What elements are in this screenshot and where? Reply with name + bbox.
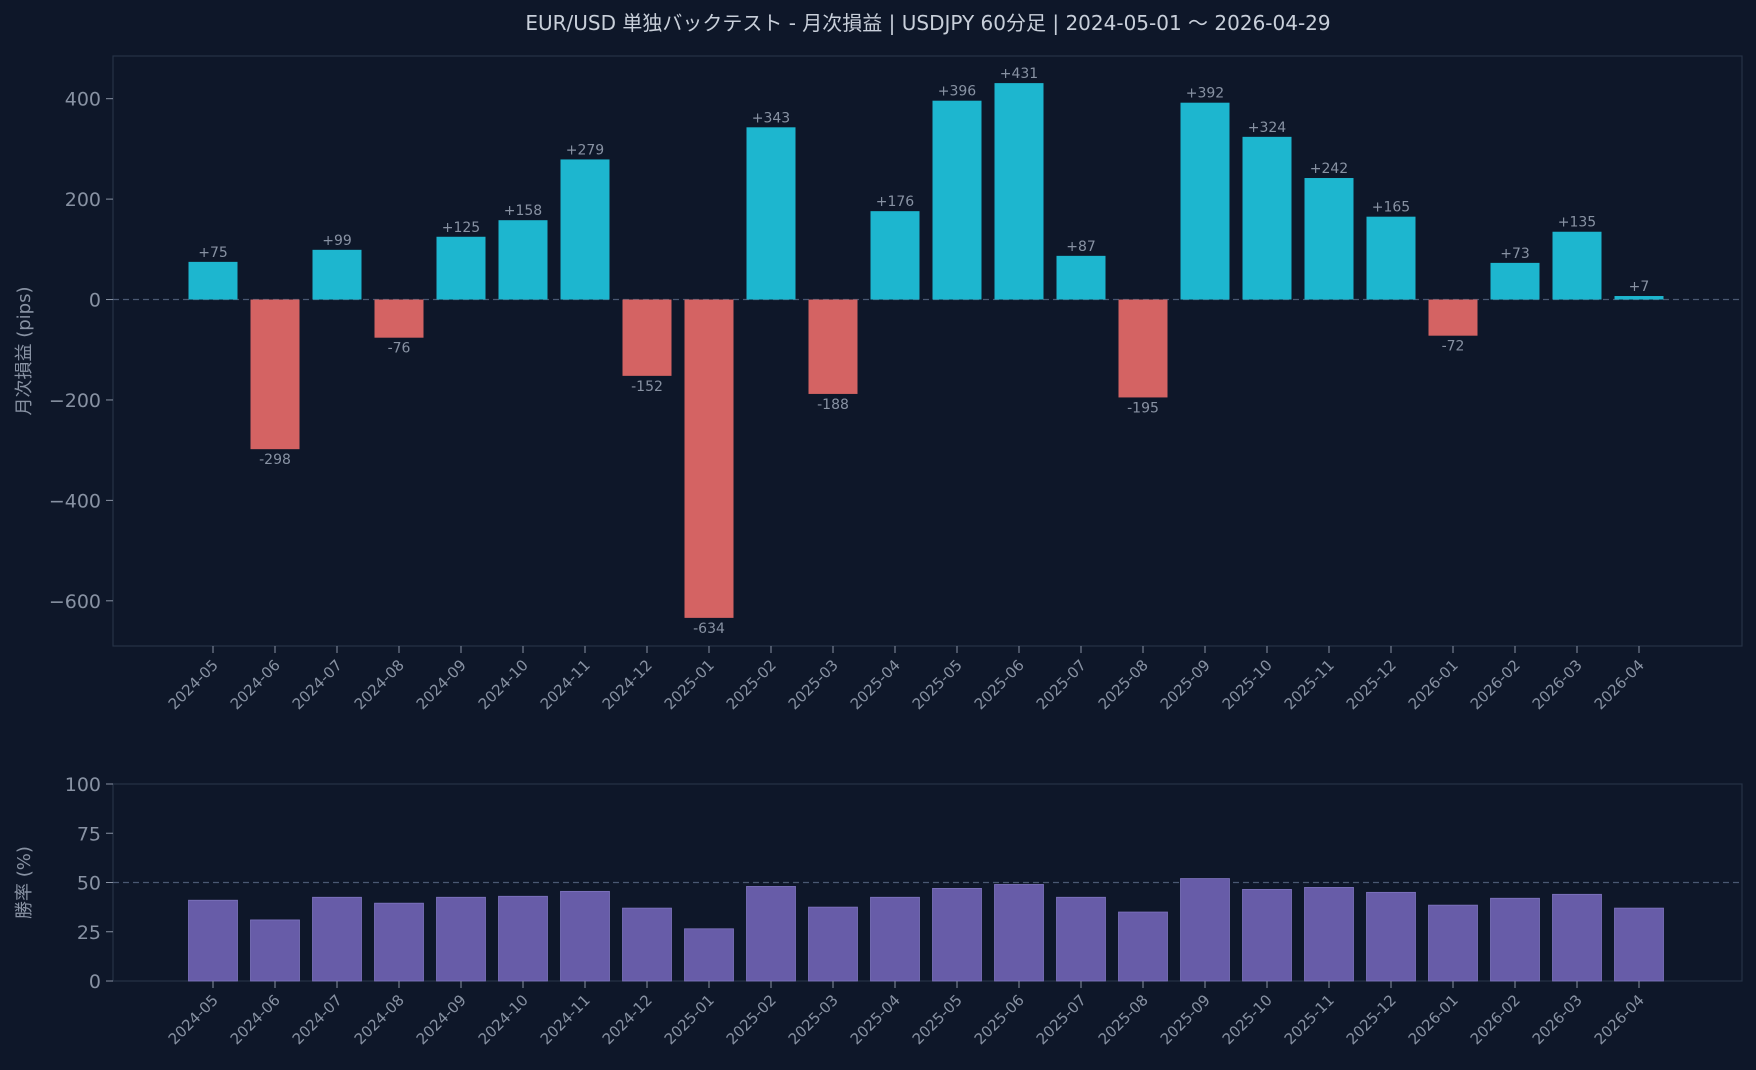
pnl-bar — [1180, 102, 1230, 300]
winrate-bar — [1180, 878, 1230, 982]
winrate-bar — [1366, 891, 1416, 982]
pnl-bar — [746, 127, 796, 300]
pnl-bar — [312, 249, 362, 300]
pnl-data-label: +279 — [566, 142, 604, 158]
pnl-bar — [1304, 178, 1354, 300]
pnl-data-label: -188 — [817, 397, 849, 413]
winrate-y-tick-label: 25 — [77, 922, 101, 944]
pnl-data-label: +7 — [1629, 279, 1650, 295]
pnl-data-label: +176 — [876, 194, 915, 210]
pnl-data-label: +242 — [1310, 161, 1348, 177]
pnl-bar — [1366, 216, 1416, 300]
winrate-bar — [374, 902, 424, 982]
winrate-y-tick-label: 50 — [77, 873, 101, 895]
pnl-data-label: +392 — [1186, 86, 1224, 102]
pnl-data-label: -152 — [631, 379, 663, 395]
pnl-bar — [622, 299, 672, 376]
winrate-bar — [498, 895, 548, 982]
pnl-bar — [436, 236, 486, 300]
winrate-bar — [994, 884, 1044, 982]
pnl-data-label: -634 — [693, 621, 725, 637]
pnl-y-tick-label: −600 — [49, 591, 101, 613]
pnl-bar — [1242, 136, 1292, 300]
pnl-data-label: -72 — [1442, 339, 1465, 355]
winrate-bar — [808, 906, 858, 982]
winrate-bar — [436, 896, 486, 982]
pnl-y-tick-label: 200 — [65, 189, 101, 211]
winrate-bar — [746, 886, 796, 982]
pnl-bar — [684, 299, 734, 618]
pnl-data-label: +431 — [1000, 66, 1038, 82]
pnl-data-label: +87 — [1066, 239, 1096, 255]
winrate-y-tick-label: 100 — [65, 774, 101, 796]
pnl-data-label: -298 — [259, 452, 291, 468]
pnl-data-label: +125 — [442, 220, 480, 236]
pnl-y-axis-label: 月次損益 (pips) — [14, 287, 35, 416]
winrate-y-tick-label: 75 — [77, 823, 101, 845]
pnl-y-tick-label: 400 — [65, 89, 101, 111]
pnl-bar — [1428, 299, 1478, 336]
pnl-plot-frame — [112, 55, 1743, 647]
pnl-data-label: +165 — [1372, 200, 1410, 216]
winrate-bar — [312, 896, 362, 982]
winrate-bar — [250, 919, 300, 982]
pnl-data-label: +324 — [1248, 120, 1287, 136]
winrate-bar — [1304, 887, 1354, 982]
pnl-bar — [498, 220, 548, 300]
winrate-bar — [932, 888, 982, 982]
pnl-y-tick-label: −200 — [49, 390, 101, 412]
pnl-bar — [870, 211, 920, 300]
pnl-data-label: -195 — [1127, 400, 1159, 416]
winrate-bar — [1552, 893, 1602, 982]
pnl-data-label: +343 — [752, 110, 790, 126]
winrate-bar — [560, 890, 610, 982]
winrate-bar — [1614, 907, 1664, 982]
pnl-bar — [1614, 296, 1664, 300]
winrate-y-tick-label: 0 — [89, 971, 101, 993]
winrate-bar — [684, 928, 734, 982]
pnl-bar — [374, 299, 424, 338]
chart-title: EUR/USD 単独バックテスト - 月次損益 | USDJPY 60分足 | … — [525, 11, 1330, 35]
pnl-bar — [560, 159, 610, 300]
winrate-bar — [1428, 904, 1478, 982]
pnl-y-tick-label: 0 — [89, 290, 101, 312]
pnl-bar — [250, 299, 300, 450]
winrate-bar — [870, 896, 920, 982]
winrate-bar — [1056, 896, 1106, 982]
pnl-bar — [1552, 231, 1602, 300]
winrate-y-axis-label: 勝率 (%) — [14, 846, 35, 919]
pnl-data-label: +396 — [938, 84, 977, 100]
pnl-data-label: +75 — [198, 245, 228, 261]
pnl-bar — [932, 100, 982, 300]
pnl-bar — [808, 299, 858, 394]
winrate-bar — [188, 899, 238, 982]
winrate-bar — [622, 907, 672, 982]
winrate-bar — [1242, 888, 1292, 982]
pnl-y-tick-label: −400 — [49, 490, 101, 512]
pnl-bar — [188, 261, 238, 300]
pnl-bar — [994, 83, 1044, 300]
winrate-bar — [1118, 911, 1168, 982]
monthly-pnl-panel: 月次損益 (pips)4002000−200−400−600+752024-05… — [14, 55, 1743, 713]
pnl-data-label: +73 — [1500, 246, 1530, 262]
pnl-bar — [1056, 255, 1106, 300]
pnl-data-label: +99 — [322, 233, 352, 249]
pnl-bar — [1490, 262, 1540, 300]
winrate-bar — [1490, 897, 1540, 982]
pnl-data-label: +135 — [1558, 215, 1596, 231]
pnl-data-label: -76 — [388, 341, 411, 357]
pnl-data-label: +158 — [504, 203, 542, 219]
pnl-bar — [1118, 299, 1168, 398]
